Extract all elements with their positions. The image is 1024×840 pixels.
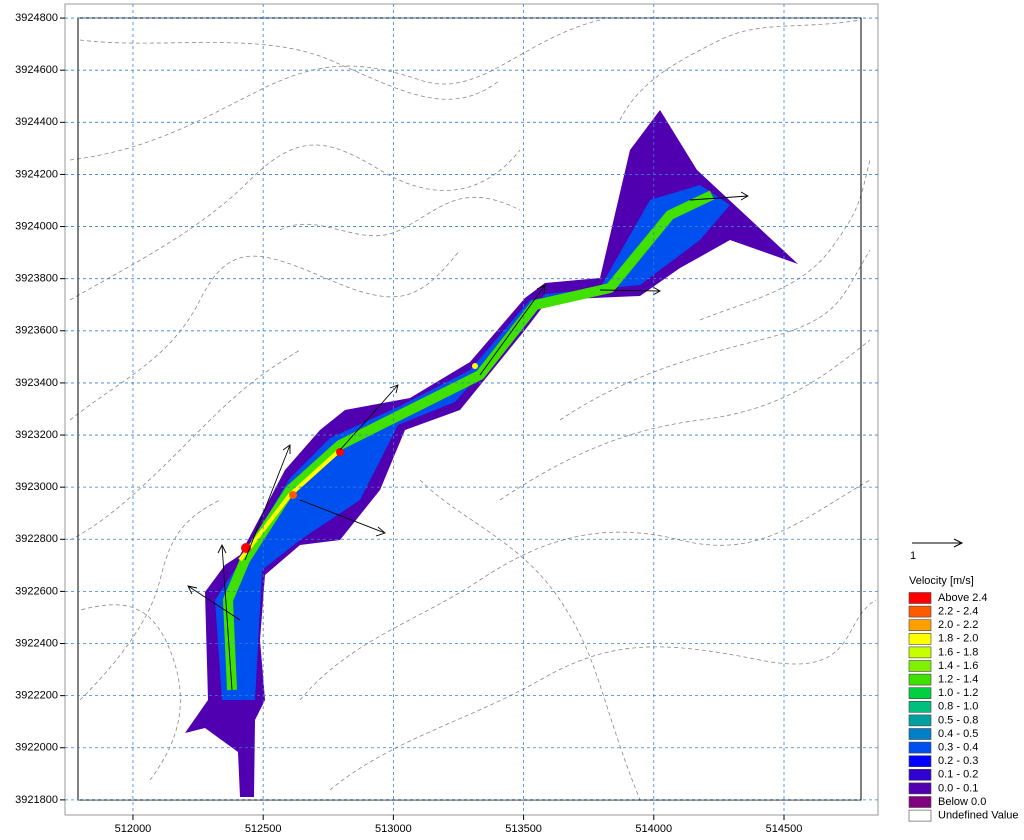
y-tick-label: 3921800 (15, 794, 58, 806)
y-tick-label: 3923400 (15, 377, 58, 389)
legend-label: 0.1 - 0.2 (938, 769, 978, 781)
x-tick-label: 512000 (115, 823, 152, 835)
legend-swatch (908, 700, 932, 713)
y-tick-label: 3924800 (15, 12, 58, 24)
legend-swatch (908, 632, 932, 645)
legend-label: Undefined Value (938, 810, 1019, 822)
legend-swatch (908, 660, 932, 672)
x-tick-label: 513500 (505, 823, 542, 835)
vector-scale-label: 1 (910, 550, 916, 562)
x-tick-label: 514500 (766, 823, 803, 835)
y-tick-label: 3923600 (15, 325, 58, 337)
vector-scale-head (953, 538, 964, 548)
legend-label: 1.2 - 1.4 (938, 674, 978, 686)
legend-label: 2.0 - 2.2 (938, 619, 978, 631)
legend-swatch (908, 809, 932, 822)
legend-label: 1.0 - 1.2 (938, 687, 978, 699)
legend-swatch (908, 728, 932, 740)
legend-swatch (908, 714, 932, 727)
legend-label: 0.5 - 0.8 (938, 714, 978, 726)
x-tick-label: 514000 (635, 823, 672, 835)
legend-swatch (908, 687, 932, 700)
y-tick-label: 3922000 (15, 742, 58, 754)
legend-swatch (908, 796, 932, 808)
legend-label: 0.8 - 1.0 (938, 701, 978, 713)
y-tick-label: 3922800 (15, 533, 58, 545)
legend-label: 1.4 - 1.6 (938, 660, 978, 672)
legend-label: 1.8 - 2.0 (938, 633, 978, 645)
legend-swatch (908, 768, 932, 781)
plot-area (64, 3, 879, 816)
y-tick-label: 3922600 (15, 585, 58, 597)
legend-label: 0.3 - 0.4 (938, 742, 978, 754)
y-tick-label: 3923200 (15, 429, 58, 441)
y-tick-label: 3924400 (15, 116, 58, 128)
legend-swatch (908, 605, 932, 618)
y-tick-label: 3924200 (15, 168, 58, 180)
x-tick-label: 513000 (375, 823, 412, 835)
legend-swatch (908, 782, 932, 795)
legend-swatch (908, 673, 932, 686)
terrain-contours (69, 19, 877, 801)
legend-label: 0.4 - 0.5 (938, 728, 978, 740)
legend-label: Below 0.0 (938, 796, 986, 808)
legend-swatch (908, 741, 932, 754)
y-tick-label: 3924000 (15, 220, 58, 232)
y-tick-label: 3922400 (15, 637, 58, 649)
velocity-vectors (187, 191, 749, 691)
legend-swatch (908, 646, 932, 659)
legend-swatch (908, 619, 932, 632)
legend-label: 2.2 - 2.4 (938, 606, 978, 618)
legend-swatch (908, 755, 932, 768)
y-tick-label: 3924600 (15, 64, 58, 76)
y-tick-label: 3922200 (15, 690, 58, 702)
x-tick-label: 512500 (245, 823, 282, 835)
legend-swatch (908, 592, 932, 604)
legend-label: 1.6 - 1.8 (938, 646, 978, 658)
legend-label: 0.0 - 0.1 (938, 782, 978, 794)
legend-label: 0.2 - 0.3 (938, 755, 978, 767)
velocity-field (185, 110, 798, 797)
y-tick-label: 3923800 (15, 273, 58, 285)
legend-label: Above 2.4 (938, 592, 988, 604)
y-tick-label: 3923000 (15, 481, 58, 493)
legend-title: Velocity [m/s] (909, 575, 974, 587)
